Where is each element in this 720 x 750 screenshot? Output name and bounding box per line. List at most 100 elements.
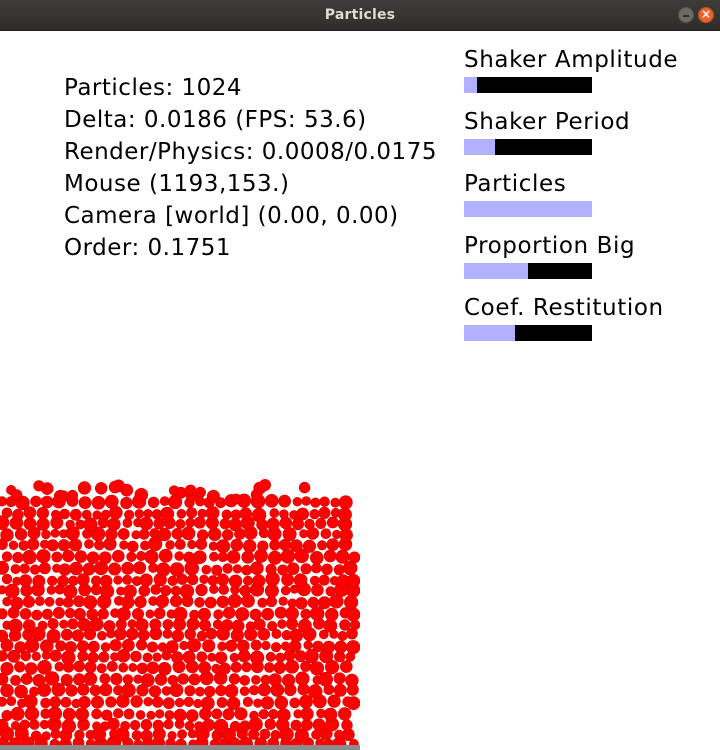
particle	[265, 596, 277, 608]
particle	[54, 661, 65, 672]
slider-track[interactable]	[464, 325, 592, 341]
particle	[199, 619, 212, 632]
particle	[204, 685, 216, 698]
particle	[186, 507, 198, 519]
particle	[97, 608, 109, 620]
particle	[67, 618, 79, 630]
stat-order: Order: 0.1751	[64, 235, 231, 261]
slider-shaker-amplitude: Shaker Amplitude	[464, 45, 678, 93]
particle	[226, 550, 241, 564]
particle	[209, 584, 219, 595]
particle	[300, 608, 312, 620]
particle	[297, 618, 312, 633]
particle	[61, 650, 76, 665]
slider-track[interactable]	[464, 263, 592, 279]
particle	[171, 651, 184, 664]
particle	[10, 706, 25, 721]
particle	[135, 710, 146, 720]
particle	[116, 607, 131, 622]
particle	[100, 509, 111, 520]
particle	[193, 550, 207, 564]
particle	[209, 551, 219, 562]
particle	[327, 694, 341, 708]
particle	[279, 509, 289, 519]
particle	[195, 686, 205, 697]
particle	[83, 671, 98, 686]
particle	[277, 564, 289, 576]
particle	[110, 672, 123, 686]
particle	[323, 549, 337, 563]
particle	[239, 507, 252, 520]
particle	[322, 640, 336, 654]
particle	[152, 719, 164, 731]
particle	[251, 507, 267, 523]
particle	[162, 619, 174, 630]
particle	[273, 661, 286, 675]
slider-shaker-period: Shaker Period	[464, 107, 678, 155]
particle	[339, 619, 351, 631]
particle	[61, 628, 73, 641]
particle	[197, 529, 209, 541]
particle	[155, 594, 170, 609]
particle	[241, 594, 255, 608]
particle	[22, 549, 37, 565]
slider-track[interactable]	[464, 139, 592, 155]
particle	[177, 729, 187, 740]
slider-track[interactable]	[464, 77, 592, 93]
particle	[348, 551, 360, 564]
particle	[249, 685, 260, 696]
particle	[108, 480, 122, 494]
particle	[196, 630, 208, 642]
particle	[77, 683, 90, 696]
slider-track[interactable]	[464, 201, 592, 217]
particle	[51, 551, 63, 563]
particle	[14, 661, 26, 673]
particle	[20, 650, 32, 662]
particle	[299, 694, 313, 709]
particle	[57, 575, 69, 587]
particle	[307, 684, 323, 699]
particle	[265, 651, 276, 662]
particle	[171, 528, 184, 540]
particle	[320, 528, 332, 539]
particle	[23, 517, 37, 531]
particle	[160, 585, 172, 597]
particle	[46, 585, 56, 595]
particle	[275, 652, 286, 663]
particle	[281, 641, 291, 651]
particle	[295, 671, 310, 686]
app-canvas[interactable]: Particles: 1024 Delta: 0.0186 (FPS: 53.6…	[0, 31, 720, 750]
particle	[271, 642, 282, 653]
particle	[78, 695, 91, 709]
particle	[279, 516, 293, 530]
close-button[interactable]: ×	[698, 7, 714, 23]
particle	[32, 673, 46, 687]
particle	[177, 673, 189, 685]
particle	[19, 608, 32, 620]
particle	[301, 496, 312, 506]
particle	[117, 528, 130, 540]
particle	[90, 526, 106, 542]
particle	[175, 519, 186, 530]
particle	[250, 488, 263, 501]
slider-fill	[464, 139, 495, 155]
particle	[174, 697, 185, 708]
particle	[0, 528, 14, 542]
particle	[113, 708, 124, 719]
particle	[218, 662, 231, 675]
particle	[224, 684, 239, 698]
minimize-button[interactable]	[678, 7, 694, 23]
particle	[134, 595, 147, 609]
particle	[266, 517, 280, 531]
particle	[56, 490, 70, 503]
particle	[211, 708, 223, 720]
particle	[222, 563, 233, 574]
particle	[162, 697, 175, 710]
particle	[309, 575, 320, 586]
particle	[304, 649, 319, 664]
particle	[300, 718, 313, 731]
particle	[318, 672, 334, 687]
particle	[182, 650, 196, 664]
particle	[229, 720, 241, 732]
particle	[59, 508, 70, 520]
